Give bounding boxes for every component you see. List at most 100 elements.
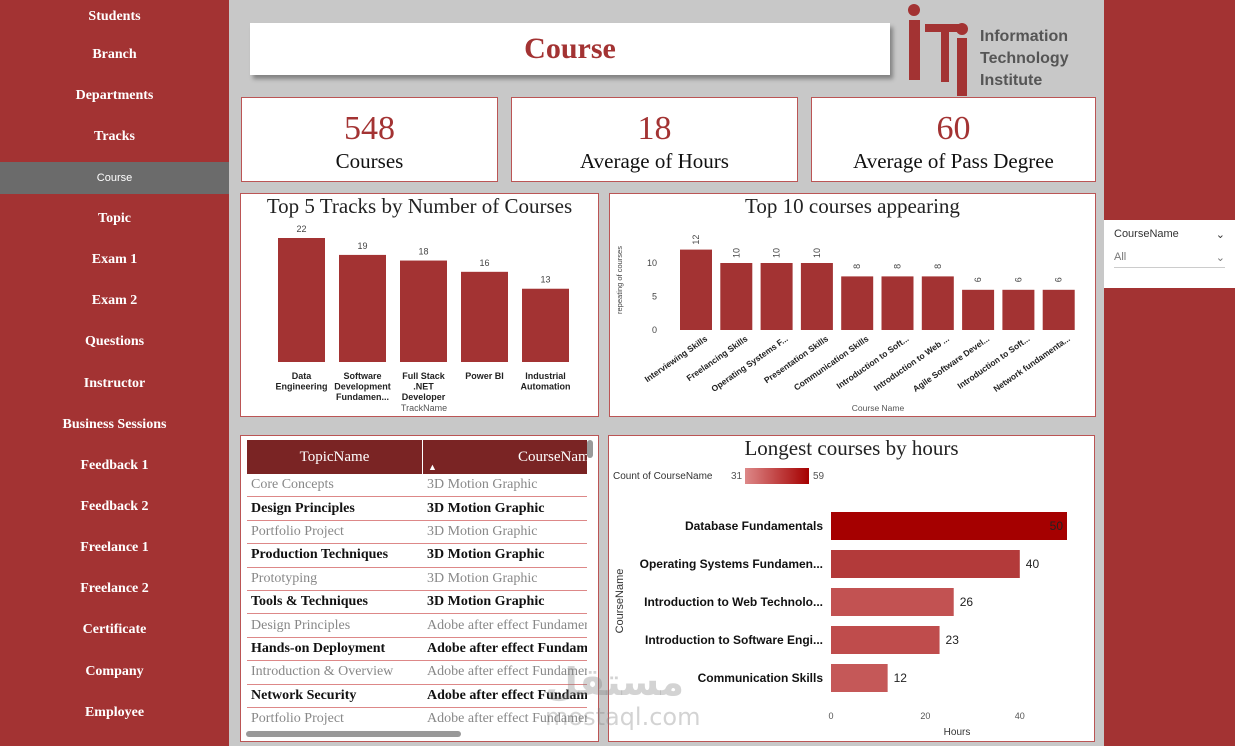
sidebar-item-branch[interactable]: Branch (92, 47, 137, 62)
table-row[interactable]: Hands-on Deployment Adobe after effect Fu… (247, 638, 587, 662)
tick-label: Software (343, 371, 381, 381)
bar (841, 276, 874, 330)
sidebar-item-tracks[interactable]: Tracks (94, 129, 135, 144)
data-label: 6 (1013, 277, 1023, 282)
table-row[interactable]: Tools & Techniques 3D Motion Graphic (247, 591, 587, 615)
chevron-down-icon: ⌄ (1215, 252, 1225, 264)
table-row[interactable]: Core Concepts 3D Motion Graphic (247, 474, 587, 498)
sidebar-item-freelance-2[interactable]: Freelance 2 (80, 581, 149, 596)
sidebar-item-topic[interactable]: Topic (98, 211, 131, 226)
tick-label: .NET (413, 382, 434, 392)
topic-course-table-panel: TopicName ▲ CourseName Core Concepts 3D Mo… (240, 435, 599, 742)
tick-label: Introduction to Web ... (872, 333, 951, 393)
table-body: Core Concepts 3D Motion Graphic Design Pri… (247, 474, 587, 730)
column-header-topic[interactable]: TopicName (247, 440, 423, 474)
data-label: 10 (731, 248, 741, 258)
iti-logo-icon (908, 4, 968, 96)
tick-label: Agile Software Devel... (911, 333, 991, 393)
table-row[interactable]: Design Principles Adobe after effect Fund… (247, 614, 587, 638)
data-label: 22 (296, 224, 306, 234)
tick-label: Network fundamenta... (991, 333, 1071, 393)
bar (278, 238, 325, 362)
sidebar-item-freelance-1[interactable]: Freelance 1 (80, 540, 149, 555)
course-cell: 3D Motion Graphic (427, 594, 545, 610)
slicer-dropdown[interactable]: All ⌄ (1114, 251, 1225, 268)
slicer-value: All (1114, 251, 1127, 263)
data-label: 40 (1026, 557, 1040, 571)
sidebar-item-business-sessions[interactable]: Business Sessions (62, 417, 167, 432)
bar (831, 588, 954, 616)
bar (921, 276, 954, 330)
table-row[interactable]: Introduction & Overview Adobe after effec… (247, 661, 587, 685)
column-header-course[interactable]: ▲ CourseName (423, 440, 587, 474)
sidebar-item-departments[interactable]: Departments (75, 88, 154, 103)
bar (831, 626, 940, 654)
data-label: 12 (894, 671, 908, 685)
data-label: 10 (772, 248, 782, 258)
sidebar-item-feedback-1[interactable]: Feedback 1 (80, 458, 149, 473)
sidebar-item-certificate[interactable]: Certificate (82, 622, 147, 637)
sidebar-item-employee[interactable]: Employee (84, 705, 145, 720)
top-courses-chart-panel: Top 10 courses appearing 0 5 10 repeating o… (609, 193, 1096, 417)
bar (339, 254, 386, 362)
chart-title: Longest courses by hours (744, 436, 959, 460)
tick-label: Industrial (525, 371, 566, 381)
chart-title: Top 10 courses appearing (745, 194, 960, 218)
table-row[interactable]: Portfolio Project Adobe after effect Fund… (247, 708, 587, 730)
data-label: 13 (540, 275, 550, 285)
table-horizontal-scrollbar[interactable] (246, 731, 461, 737)
course-cell: Adobe after effect Fundamentals (427, 687, 587, 703)
table-vertical-scrollbar[interactable] (587, 440, 593, 458)
topic-cell: Hands-on Deployment (251, 640, 386, 656)
x-tick-label: 0 (828, 711, 833, 721)
topic-cell: Network Security (251, 687, 357, 703)
tick-label: Communication Skills (792, 333, 871, 392)
data-label: 6 (973, 277, 983, 282)
data-label: 50 (1050, 519, 1064, 533)
sidebar-item-questions[interactable]: Questions (84, 334, 145, 349)
course-name-slicer[interactable]: CourseName ⌄ All ⌄ (1104, 220, 1235, 288)
legend-max: 59 (813, 471, 825, 482)
table-row[interactable]: Design Principles 3D Motion Graphic (247, 497, 587, 521)
sidebar-item-course[interactable]: Course (0, 162, 229, 194)
kpi-value: 60 (936, 110, 971, 147)
topic-cell: Design Principles (251, 500, 355, 516)
sidebar-item-students[interactable]: Students (88, 9, 141, 24)
sidebar-item-company[interactable]: Company (85, 664, 144, 679)
sidebar-item-feedback-2[interactable]: Feedback 2 (80, 499, 149, 514)
kpi-courses: 548 Courses (241, 97, 498, 182)
sort-ascending-icon: ▲ (428, 462, 437, 472)
kpi-label: Courses (335, 149, 404, 173)
x-axis-label: Hours (944, 727, 971, 738)
legend-gradient (745, 468, 809, 484)
sidebar-item-instructor[interactable]: Instructor (83, 376, 146, 391)
sidebar-item-exam-2[interactable]: Exam 2 (91, 293, 138, 308)
table-row[interactable]: Production Techniques 3D Motion Graphic (247, 544, 587, 568)
tick-label: Automation (521, 382, 571, 392)
tick-label: Fundamen... (336, 392, 389, 402)
kpi-label: Average of Pass Degree (853, 149, 1054, 173)
tick-label: Development (334, 382, 391, 392)
iti-logo: Information Technology Institute (905, 2, 1100, 98)
table-row[interactable]: Network Security Adobe after effect Funda… (247, 685, 587, 708)
chevron-down-icon[interactable]: ⌄ (1215, 229, 1225, 241)
table-row[interactable]: Prototyping 3D Motion Graphic (247, 568, 587, 591)
x-tick-label: 40 (1015, 711, 1025, 721)
course-cell: 3D Motion Graphic (427, 500, 545, 516)
table-row[interactable]: Portfolio Project 3D Motion Graphic (247, 521, 587, 545)
table-header: TopicName ▲ CourseName (247, 440, 587, 474)
kpi-value: 548 (344, 110, 395, 147)
course-cell: Adobe after effect Fundamentals (427, 664, 587, 680)
data-label: 16 (479, 258, 489, 268)
bar (522, 288, 569, 362)
tick-label: Power BI (465, 371, 504, 381)
data-label: 8 (852, 264, 862, 269)
course-cell: Adobe after effect Fundamentals (427, 640, 587, 656)
data-label: 23 (946, 633, 960, 647)
topic-cell: Portfolio Project (251, 711, 344, 727)
bar (720, 263, 753, 330)
sidebar-item-exam-1[interactable]: Exam 1 (91, 252, 138, 267)
topic-course-table[interactable]: TopicName ▲ CourseName Core Concepts 3D Mo… (247, 440, 587, 730)
data-label: 8 (933, 264, 943, 269)
